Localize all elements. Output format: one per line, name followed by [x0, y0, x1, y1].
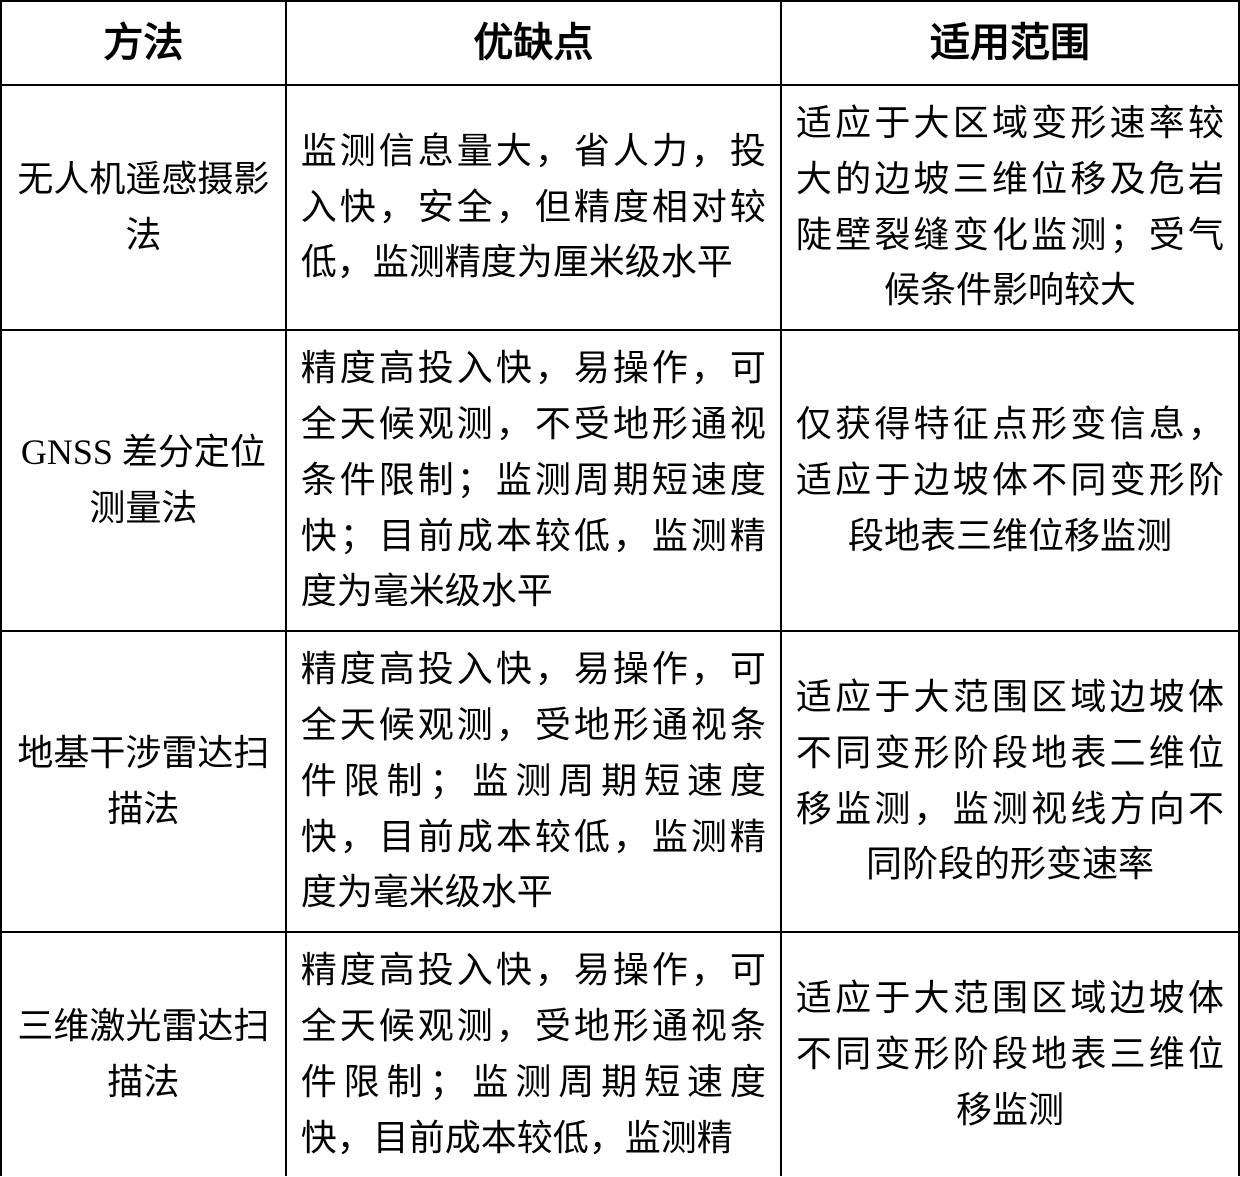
cell-pros: 精度高投入快，易操作，可全天候观测，不受地形通视条件限制；监测周期短速度快；目前…: [286, 330, 781, 631]
cell-pros: 监测信息量大，省人力，投入快，安全，但精度相对较低，监测精度为厘米级水平: [286, 85, 781, 330]
cell-method: 无人机遥感摄影法: [1, 85, 286, 330]
cell-method: GNSS 差分定位测量法: [1, 330, 286, 631]
col-header-method: 方法: [1, 1, 286, 85]
table-row: 地基干涉雷达扫描法 精度高投入快，易操作，可全天候观测，受地形通视条件限制；监测…: [1, 631, 1239, 932]
col-header-pros: 优缺点: [286, 1, 781, 85]
col-header-scope: 适用范围: [781, 1, 1239, 85]
methods-comparison-table: 方法 优缺点 适用范围 无人机遥感摄影法 监测信息量大，省人力，投入快，安全，但…: [0, 0, 1240, 1176]
cell-scope: 适应于大范围区域边坡体不同变形阶段地表三维位移监测: [781, 932, 1239, 1176]
table-row: 无人机遥感摄影法 监测信息量大，省人力，投入快，安全，但精度相对较低，监测精度为…: [1, 85, 1239, 330]
table-row: 三维激光雷达扫描法 精度高投入快，易操作，可全天候观测，受地形通视条件限制；监测…: [1, 932, 1239, 1176]
table-header-row: 方法 优缺点 适用范围: [1, 1, 1239, 85]
cell-method: 地基干涉雷达扫描法: [1, 631, 286, 932]
cell-scope: 仅获得特征点形变信息，适应于边坡体不同变形阶段地表三维位移监测: [781, 330, 1239, 631]
cell-pros: 精度高投入快，易操作，可全天候观测，受地形通视条件限制；监测周期短速度快，目前成…: [286, 932, 781, 1176]
table-row: GNSS 差分定位测量法 精度高投入快，易操作，可全天候观测，不受地形通视条件限…: [1, 330, 1239, 631]
cell-scope: 适应于大区域变形速率较大的边坡三维位移及危岩陡壁裂缝变化监测；受气候条件影响较大: [781, 85, 1239, 330]
cell-method: 三维激光雷达扫描法: [1, 932, 286, 1176]
cell-scope: 适应于大范围区域边坡体不同变形阶段地表二维位移监测，监测视线方向不同阶段的形变速…: [781, 631, 1239, 932]
cell-pros: 精度高投入快，易操作，可全天候观测，受地形通视条件限制；监测周期短速度快，目前成…: [286, 631, 781, 932]
